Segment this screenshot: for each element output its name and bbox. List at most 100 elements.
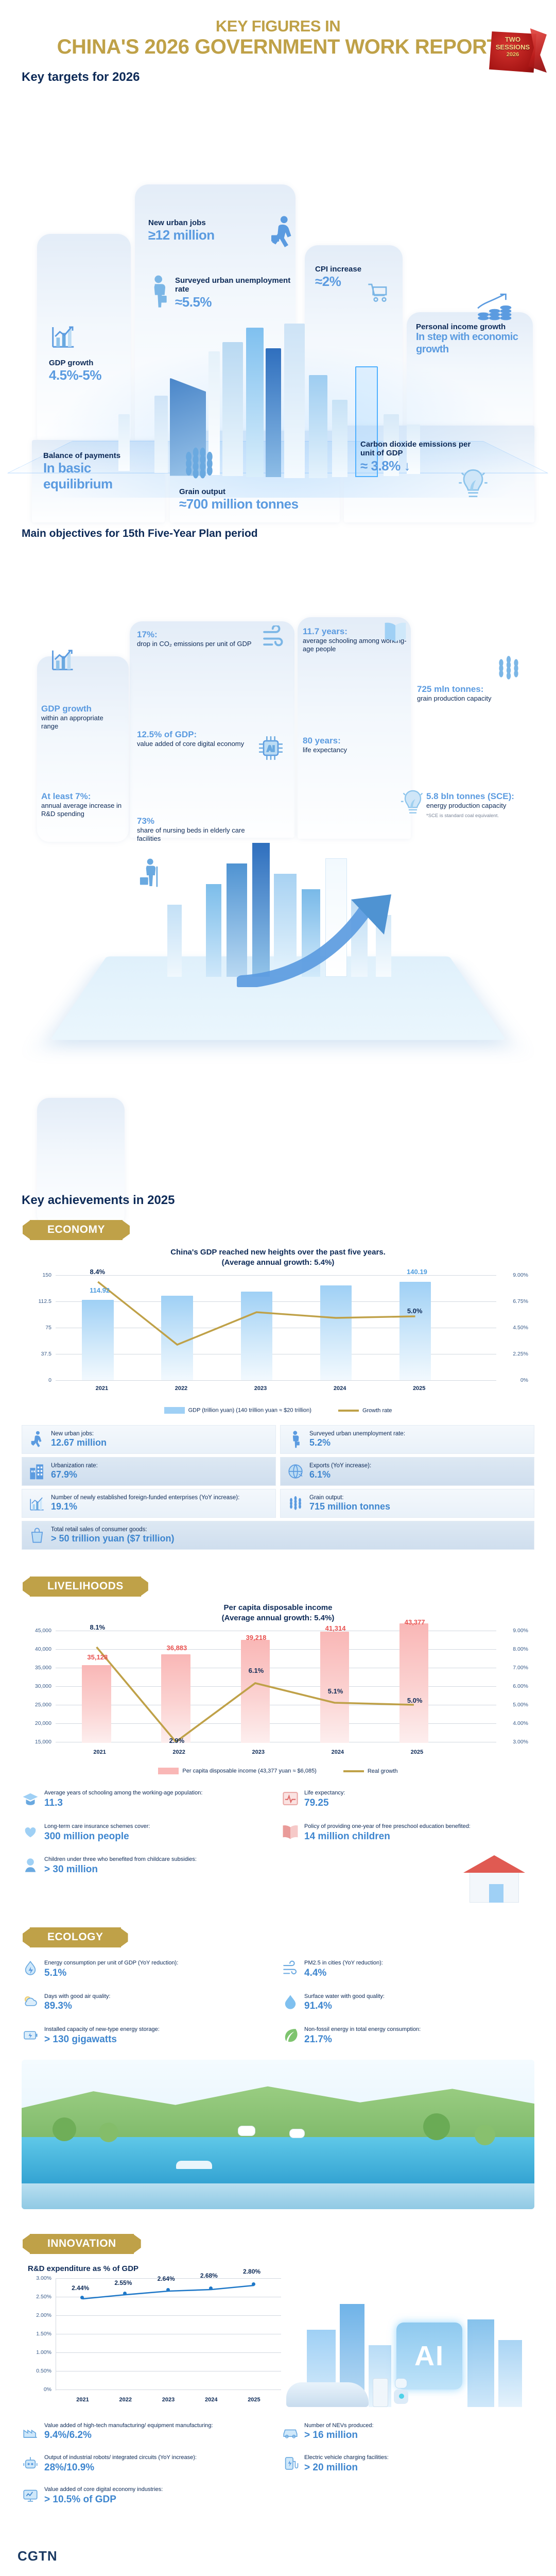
stat-nev-produced: Number of NEVs produced: > 16 million: [282, 2422, 534, 2442]
stat-free-preschool: Policy of providing one-year of free pre…: [282, 1823, 534, 1843]
gdp-xlabel: 2021: [76, 1385, 129, 1392]
building: [167, 905, 182, 977]
rd-chart: 3.00% 2.50% 2.00% 1.50% 1.00% 0.50% 0% 2…: [28, 2278, 528, 2407]
livelihoods-tag-wrap: LIVELIHOODS: [30, 1577, 556, 1597]
livelihoods-stats: Average years of schooling among the wor…: [22, 1790, 534, 1903]
stat-good-air-days: Days with good air quality: 89.3%: [22, 1993, 274, 2013]
page-title: KEY FIGURES IN CHINA'S 2026 GOVERNMENT W…: [0, 18, 556, 59]
gdp-chart: 150 112.5 75 37.5 0 9.00% 6.75% 4.50% 2.…: [28, 1275, 528, 1394]
building: [332, 400, 348, 477]
rd-point: [80, 2296, 84, 2299]
stat-value: 5.1%: [44, 1967, 178, 1980]
care-hands-icon: [22, 1823, 39, 1841]
income-ytick: 30,000: [28, 1683, 51, 1689]
gdp-ytick: 150: [28, 1272, 51, 1278]
badge-line-2: SESSIONS: [489, 43, 536, 51]
bar-chart-growth-icon: [49, 646, 76, 673]
ecology-tag: ECOLOGY: [30, 1927, 121, 1947]
title-line-1: KEY FIGURES IN: [0, 18, 556, 36]
income-chart-title-line1: Per capita disposable income: [0, 1603, 556, 1613]
gdp-growth-label-2021: 8.4%: [64, 1268, 130, 1276]
leaf-energy-icon: [282, 2026, 299, 2044]
stat-label: Policy of providing one-year of free pre…: [304, 1823, 471, 1831]
target-value: ≈5.5%: [175, 294, 299, 310]
gdp-y2tick: 2.25%: [501, 1351, 528, 1357]
stat-label: New urban jobs:: [51, 1430, 107, 1437]
objective-body: grain production capacity: [417, 694, 528, 703]
stat-unemployment-rate: Surveyed urban unemployment rate: 5.2%: [280, 1425, 534, 1454]
cow: [238, 2126, 255, 2136]
tree: [99, 2123, 118, 2142]
economy-stats: New urban jobs: 12.67 million Surveyed ur…: [22, 1425, 534, 1550]
graduation-icon: [22, 1790, 39, 1807]
stat-value: 89.3%: [44, 2000, 110, 2013]
stat-label: Long-term care insurance schemes cover:: [44, 1823, 150, 1831]
rd-xlabel: 2021: [62, 2397, 103, 2403]
income-growth-label-2023: 6.1%: [223, 1667, 289, 1674]
objective-grain-capacity: 725 mln tonnes: grain production capacit…: [417, 684, 528, 703]
gdp-chart-title: China's GDP reached new heights over the…: [0, 1247, 556, 1268]
gdp-legend-line: Growth rate: [338, 1408, 392, 1414]
income-chart: 45,000 40,000 35,000 30,000 25,000 20,00…: [28, 1631, 528, 1759]
income-plot-area: 8.1% 2.9% 6.1% 5.1% 5.0% 35,128 36,883 3…: [56, 1631, 496, 1743]
stat-new-urban-jobs: New urban jobs: 12.67 million: [22, 1425, 276, 1454]
target-value: ≈2%: [315, 274, 403, 290]
water-body: [22, 2137, 534, 2189]
ai-chip-icon: AI: [256, 734, 285, 762]
innovation-spacer: [282, 2486, 534, 2506]
target-label: GDP growth: [49, 359, 136, 368]
tree: [475, 2125, 495, 2145]
gdp-value-label-2025: 140.19: [377, 1268, 457, 1276]
income-value-label-2025: 43,377: [373, 1618, 457, 1626]
section1-title: Key targets for 2026: [0, 70, 556, 84]
cgtn-logo: CGTN: [18, 2548, 58, 2564]
badge-line-1: TWO: [489, 36, 536, 43]
section2-title: Main objectives for 15th Five-Year Plan …: [0, 523, 556, 540]
stat-value: 715 million tonnes: [309, 1501, 390, 1513]
objective-body: value added of core digital economy: [137, 740, 266, 748]
robot-icon: [22, 2454, 39, 2472]
stat-energy-storage: Installed capacity of new-type energy st…: [22, 2026, 274, 2046]
income-y2tick: 9.00%: [501, 1628, 528, 1634]
income-y2tick: 8.00%: [501, 1646, 528, 1652]
stat-value: 91.4%: [304, 2000, 385, 2013]
objective-head: 5.8 bln tonnes (SCE):: [426, 791, 529, 802]
charging-station-icon: [373, 2378, 388, 2407]
digital-icon: [22, 2486, 39, 2504]
stat-label: Exports (YoY increase):: [309, 1462, 371, 1469]
objective-body: drop in CO₂ emissions per unit of GDP: [137, 640, 260, 648]
rd-point: [209, 2286, 213, 2290]
stat-label: Life expectancy:: [304, 1790, 345, 1797]
income-legend-line: Real growth: [343, 1768, 398, 1774]
stat-value: > 16 million: [304, 2429, 374, 2442]
livelihoods-tag: LIVELIHOODS: [30, 1577, 141, 1597]
gdp-ytick: 0: [28, 1377, 51, 1383]
isometric-city-illustration: [36, 812, 520, 1100]
stat-urbanization-rate: Urbanization rate: 67.9%: [22, 1457, 276, 1486]
gdp-xlabel: 2024: [314, 1385, 367, 1392]
infographic-page: KEY FIGURES IN CHINA'S 2026 GOVERNMENT W…: [0, 0, 556, 2575]
water-shelf: [22, 2183, 534, 2209]
income-ytick: 40,000: [28, 1646, 51, 1652]
target-value: In basic equilibrium: [43, 460, 162, 492]
wheat-icon: [287, 1495, 304, 1512]
ai-logo-text: AI: [414, 2340, 444, 2372]
stat-charging-facilities: Electric vehicle charging facilities: > 2…: [282, 2454, 534, 2474]
section3-title: Key achievements in 2025: [0, 1193, 556, 1208]
innovation-stats: Value added of high-tech manufacturing/ …: [22, 2422, 534, 2519]
badge-year: 2026: [489, 52, 536, 58]
stat-label: Surveyed urban unemployment rate:: [309, 1430, 405, 1437]
gdp-legend: GDP (trillion yuan) (140 trillion yuan ≈…: [0, 1407, 556, 1414]
target-label: Surveyed urban unemployment rate: [175, 276, 299, 294]
income-ytick: 25,000: [28, 1702, 51, 1708]
target-grain-output: Grain output ≈700 million tonnes: [179, 487, 334, 512]
title-line-2: CHINA'S 2026 GOVERNMENT WORK REPORT: [0, 36, 556, 59]
rd-ytick: 2.00%: [28, 2312, 51, 2318]
stat-high-tech-manufacturing: Value added of high-tech manufacturing/ …: [22, 2422, 274, 2442]
income-growth-label-2025: 5.0%: [381, 1697, 447, 1704]
tree: [423, 2113, 450, 2140]
stat-value: 19.1%: [51, 1501, 239, 1513]
stat-label: Grain output:: [309, 1494, 390, 1501]
stat-label: Non-fossil energy in total energy consum…: [304, 2026, 421, 2033]
building: [309, 375, 327, 478]
